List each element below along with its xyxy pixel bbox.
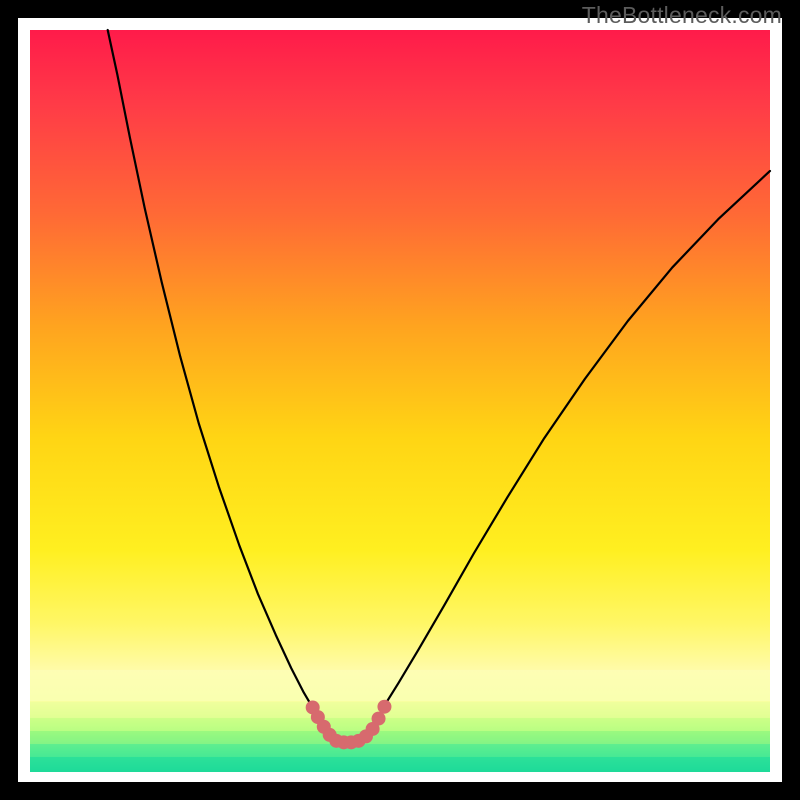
plot-area bbox=[30, 30, 770, 772]
watermark-text: TheBottleneck.com bbox=[582, 2, 782, 29]
valley-dot bbox=[372, 712, 386, 726]
bottleneck-chart-frame: TheBottleneck.com bbox=[0, 0, 800, 800]
left-curve bbox=[108, 30, 314, 709]
right-curve bbox=[384, 171, 770, 707]
valley-marker bbox=[306, 700, 392, 750]
valley-dot bbox=[377, 700, 391, 714]
curve-layer bbox=[30, 30, 770, 772]
